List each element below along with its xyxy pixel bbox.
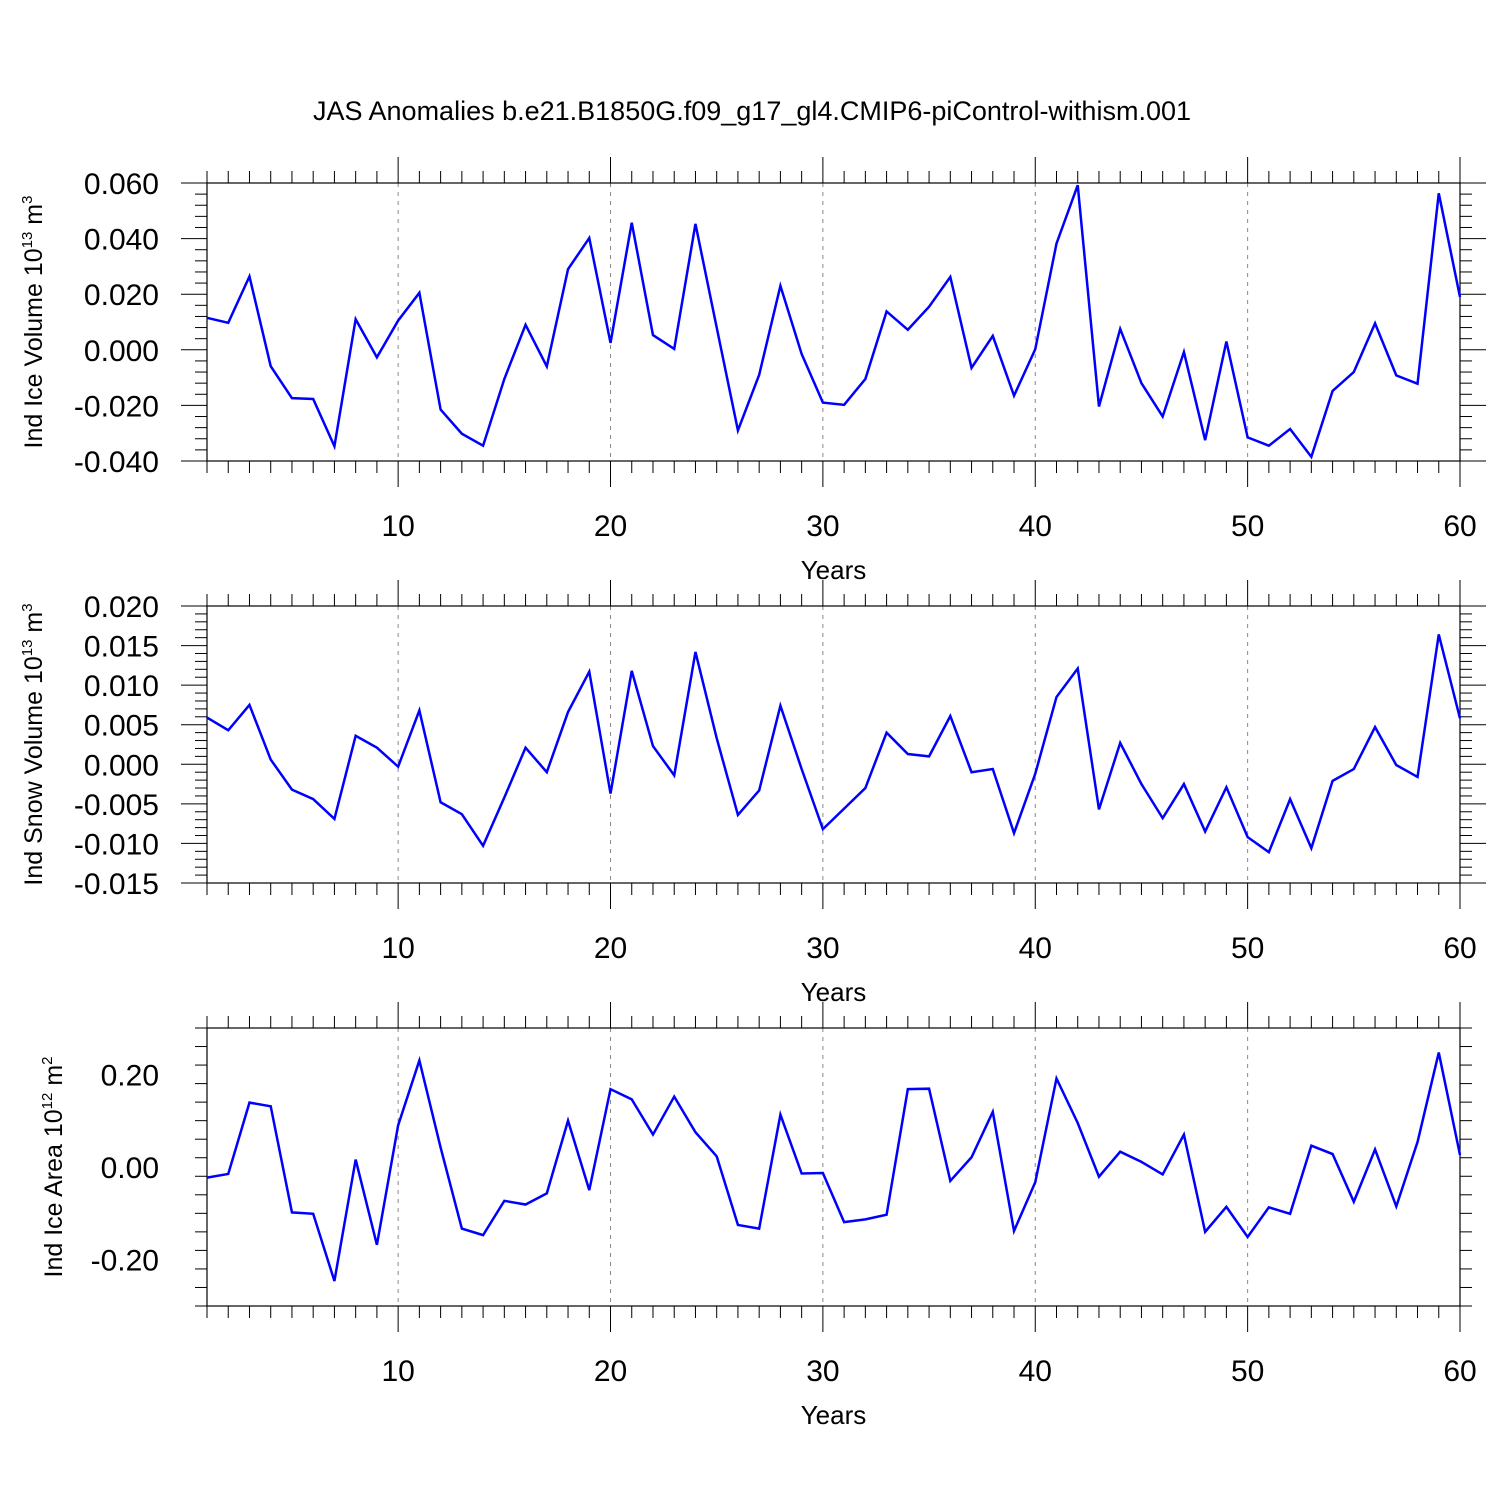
- y-tick-label: 0.20: [101, 1059, 159, 1092]
- y-axis-label: Ind Ice Volume 1013 m3: [19, 196, 48, 449]
- y-tick-label: 0.060: [84, 168, 159, 201]
- y-tick-label: -0.040: [74, 446, 159, 479]
- y-tick-label: -0.005: [74, 789, 159, 822]
- y-tick-label: 0.010: [84, 670, 159, 703]
- y-tick-label: 0.040: [84, 224, 159, 257]
- chart-panel-1: -0.040 -0.020 0.000 0.020 0.040 0.060 10 20 30 40…: [19, 157, 1486, 585]
- x-tick-label: 60: [1443, 510, 1476, 543]
- x-tick-label: 10: [381, 510, 414, 543]
- y-tick-label: 0.015: [84, 631, 159, 664]
- series-line: [206, 634, 1462, 855]
- y-axis-label: Ind Snow Volume 1013 m3: [19, 603, 48, 885]
- x-tick-label: 60: [1443, 1355, 1476, 1388]
- y-tick-label: 0.000: [84, 749, 159, 782]
- x-tick-label: 60: [1443, 932, 1476, 965]
- series-line: [206, 1052, 1462, 1282]
- x-tick-label: 40: [1019, 510, 1052, 543]
- y-tick-label: 0.000: [84, 335, 159, 368]
- y-tick-label: -0.20: [91, 1245, 159, 1278]
- y-tick-label: 0.00: [101, 1152, 159, 1185]
- x-axis-label: Years: [801, 977, 867, 1007]
- series-line: [206, 184, 1462, 460]
- y-tick-label: 0.020: [84, 279, 159, 312]
- x-tick-label: 30: [806, 1355, 839, 1388]
- x-tick-label: 40: [1019, 1355, 1052, 1388]
- y-axis-label: Ind Ice Area 1012 m2: [39, 1057, 68, 1278]
- x-tick-label: 50: [1231, 510, 1264, 543]
- x-tick-label: 10: [381, 1355, 414, 1388]
- x-tick-label: 20: [594, 510, 627, 543]
- x-tick-label: 30: [806, 510, 839, 543]
- x-tick-label: 20: [594, 932, 627, 965]
- x-tick-label: 20: [594, 1355, 627, 1388]
- x-tick-label: 40: [1019, 932, 1052, 965]
- x-axis-label: Years: [801, 1400, 867, 1430]
- plot-frame: [206, 182, 1461, 462]
- y-tick-label: 0.005: [84, 710, 159, 743]
- x-axis-label: Years: [801, 555, 867, 585]
- x-tick-label: 50: [1231, 932, 1264, 965]
- x-tick-label: 50: [1231, 1355, 1264, 1388]
- chart-title: JAS Anomalies b.e21.B1850G.f09_g17_gl4.C…: [313, 96, 1191, 126]
- y-tick-label: -0.015: [74, 868, 159, 901]
- x-tick-label: 30: [806, 932, 839, 965]
- plot-frame: [206, 605, 1461, 884]
- y-tick-label: -0.010: [74, 828, 159, 861]
- y-tick-label: -0.020: [74, 390, 159, 423]
- y-tick-label: 0.020: [84, 591, 159, 624]
- x-tick-label: 10: [381, 932, 414, 965]
- chart-panel-3: -0.20 0.00 0.20 10 20 30 40 50 60 Years Ind Ice Ar…: [39, 1002, 1477, 1430]
- chart-panel-2: -0.015 -0.010 -0.005 0.000 0.005 0.010 0.015 0.…: [19, 580, 1486, 1007]
- plot-frame: [206, 1027, 1461, 1307]
